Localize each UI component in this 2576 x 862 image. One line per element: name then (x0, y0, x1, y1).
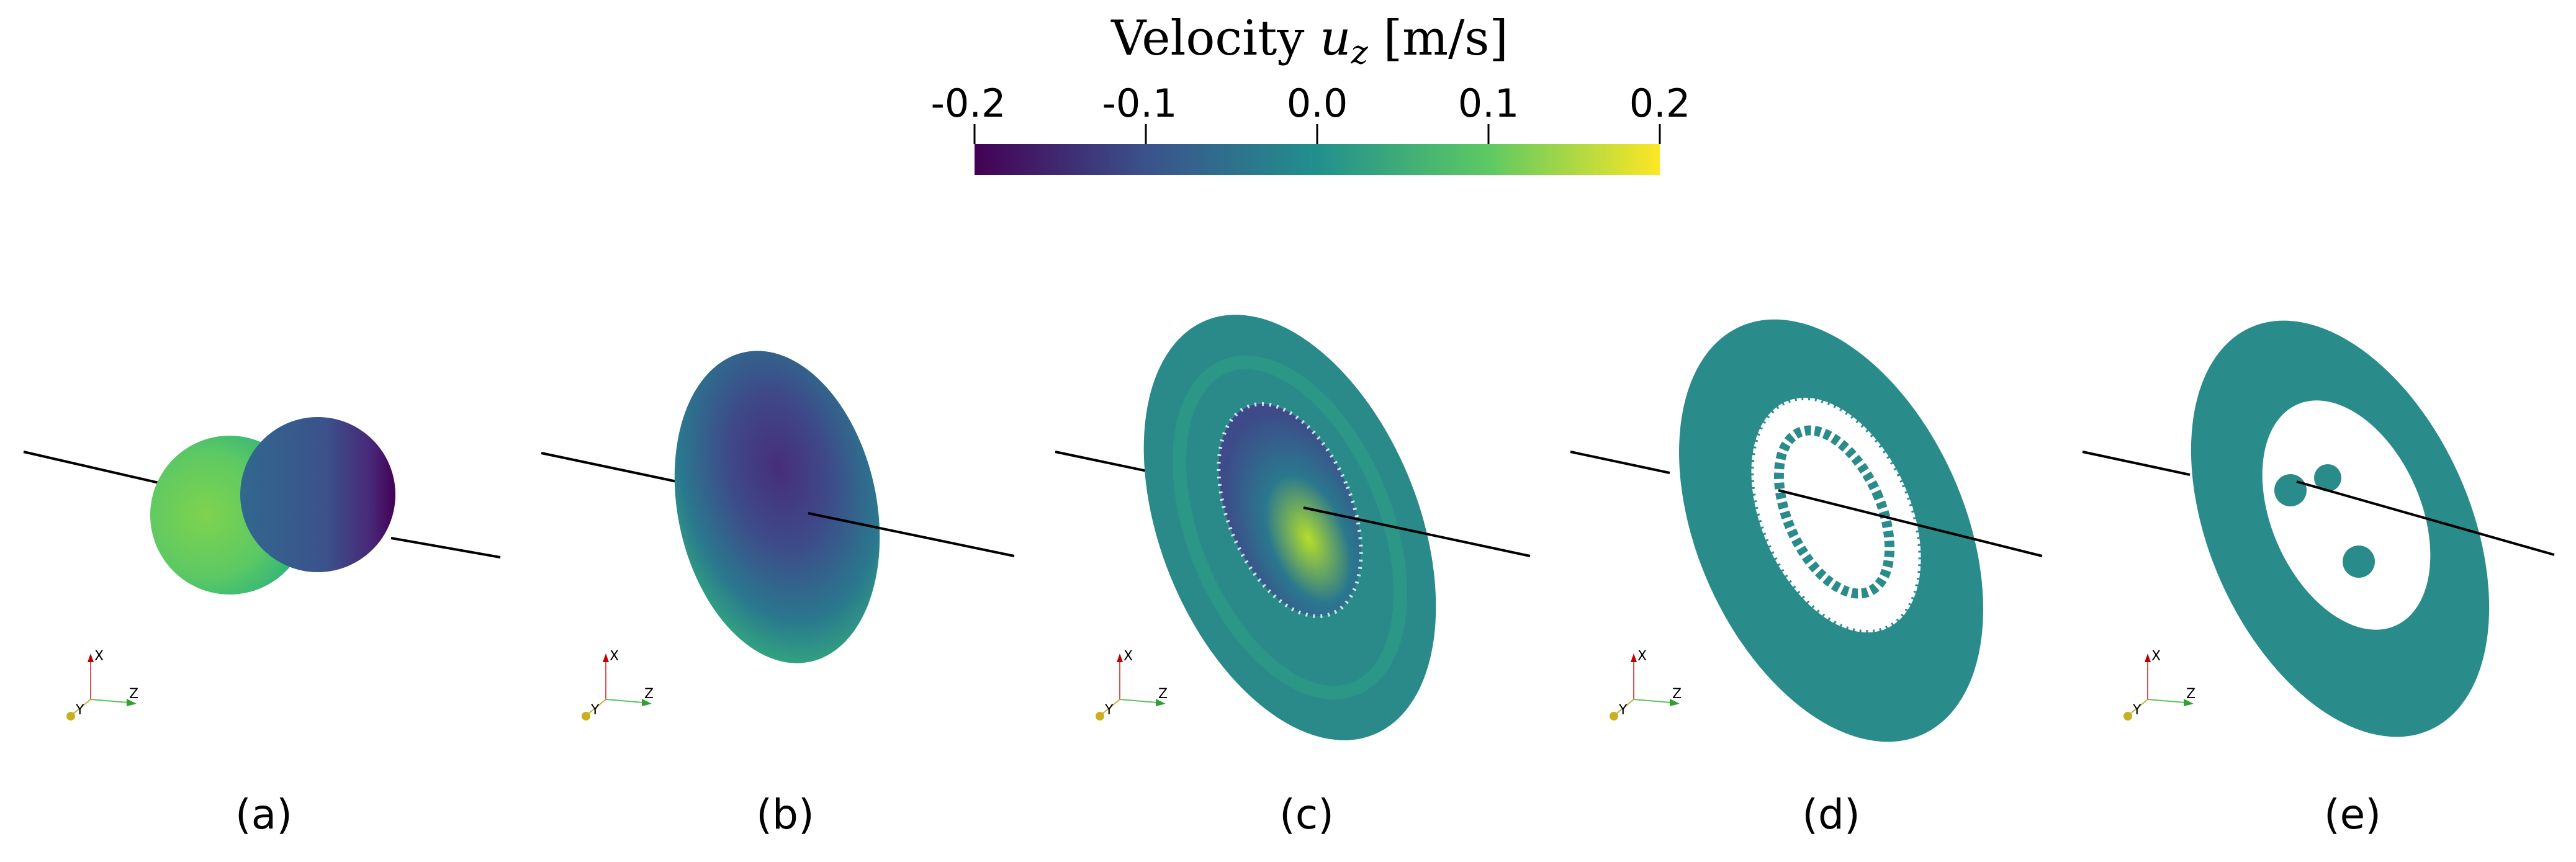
axis-z-label: Z (644, 686, 654, 702)
axis-line (808, 512, 1015, 557)
disc-core-speckle (1217, 402, 1363, 619)
axis-z-label: Z (2186, 686, 2195, 702)
sphere-purple (240, 417, 395, 572)
panel-label-d: (d) (1802, 791, 1860, 838)
axis-z-label: Z (1672, 686, 1682, 702)
colorbar-title-prefix: Velocity (1110, 11, 1320, 66)
axis-x-label: X (94, 649, 104, 664)
panel-d (1570, 319, 2043, 742)
axis-line (1055, 451, 1156, 474)
axis-x-label: X (1637, 649, 1647, 664)
orientation-triad: X Z Y (1610, 649, 1682, 721)
colorbar-title-units: [m/s] (1368, 11, 1508, 66)
blob (2314, 464, 2341, 492)
colorbar-tick-label: 0.1 (1458, 81, 1520, 126)
panel-a (23, 417, 501, 595)
blob (2274, 474, 2307, 506)
disc-hole-speckle (1749, 395, 1924, 635)
axis-z-label: Z (1158, 686, 1168, 702)
disc-hole (1751, 397, 1921, 633)
colorbar-tick-label: -0.1 (1102, 81, 1178, 126)
axis-line (541, 452, 680, 483)
panel-c (1055, 315, 1531, 740)
axis-line (1778, 489, 2043, 557)
orientation-triad: X Z Y (1096, 649, 1168, 721)
axis-y-label: Y (1618, 703, 1628, 718)
colorbar-title-sub: z (1350, 34, 1368, 71)
axis-y-label: Y (2132, 703, 2141, 718)
axis-x-label: X (1124, 649, 1133, 664)
orientation-triad: X Z Y (582, 649, 654, 721)
colorbar-tick-label: -0.2 (931, 81, 1006, 126)
panel-b (541, 351, 1015, 663)
colorbar-tick-label: 0.2 (1629, 81, 1691, 126)
panel-e (2082, 320, 2555, 737)
axis-line (23, 451, 162, 485)
colorbar: Velocity uz [m/s] -0.2 -0.1 0.0 0.1 0.2 (931, 11, 1691, 175)
disc-hole (2262, 400, 2431, 630)
colorbar-title: Velocity uz [m/s] (1110, 11, 1508, 71)
disc-ring (1173, 355, 1407, 700)
colorbar-tick-label: 0.0 (1287, 81, 1348, 126)
panel-label-e: (e) (2324, 791, 2381, 838)
colorbar-title-var: u (1320, 11, 1351, 66)
axis-line (2082, 451, 2191, 476)
orientation-triad: X Z Y (2123, 649, 2195, 721)
panel-label-a: (a) (235, 791, 292, 838)
orientation-triads: X Z Y X Z Y X Z Y (66, 649, 2195, 721)
axis-x-label: X (610, 649, 619, 664)
disc-inner-ring (1773, 425, 1895, 599)
axis-line (2296, 480, 2555, 556)
axis-y-label: Y (1104, 703, 1114, 718)
axis-x-label: X (2151, 649, 2161, 664)
disc (674, 351, 880, 663)
panel-label-c: (c) (1279, 791, 1334, 838)
axis-line (1570, 451, 1670, 474)
colorbar-gradient (975, 144, 1660, 175)
axis-z-label: Z (129, 686, 138, 702)
axis-line (1303, 506, 1531, 557)
axis-y-label: Y (75, 703, 84, 718)
axis-y-label: Y (590, 703, 600, 718)
colorbar-ticks (973, 124, 1661, 144)
panel-label-b: (b) (756, 791, 814, 838)
orientation-triad: X Z Y (66, 649, 138, 721)
disc-core (1218, 403, 1361, 617)
axis-line (390, 537, 501, 559)
panel-labels: (a) (b) (c) (d) (e) (235, 791, 2381, 838)
blob (2343, 545, 2375, 578)
